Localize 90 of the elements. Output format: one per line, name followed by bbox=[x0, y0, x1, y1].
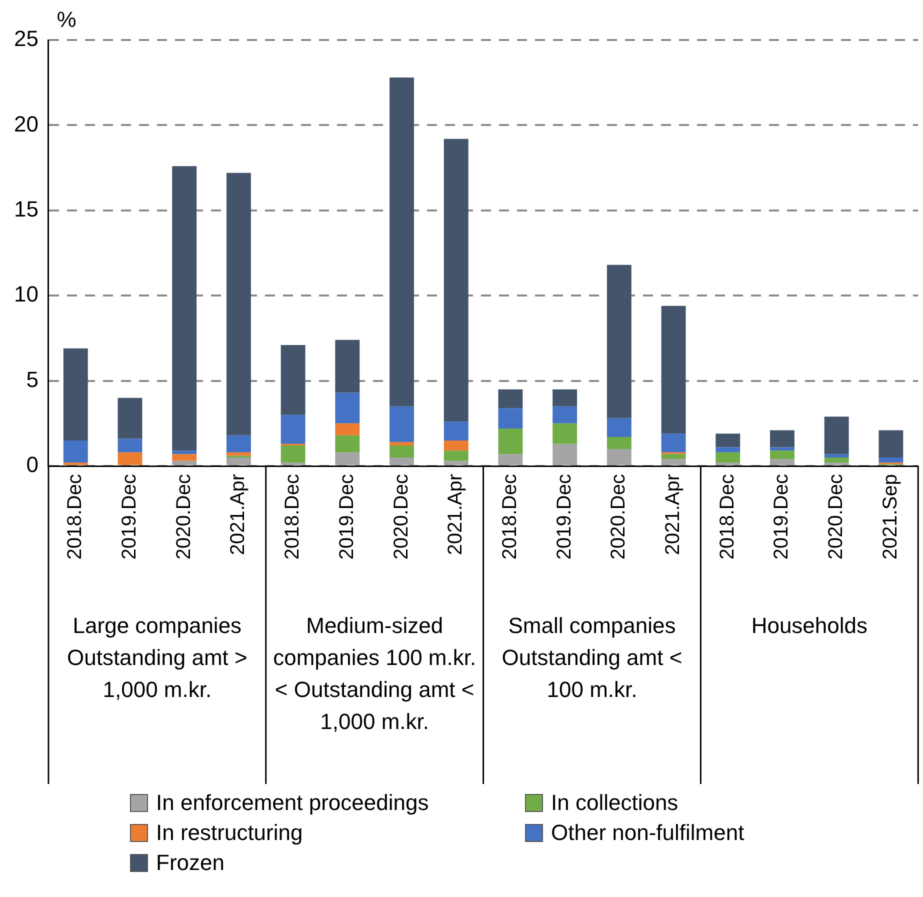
bar bbox=[661, 459, 686, 465]
x-tick-label: 2021.Apr bbox=[662, 474, 684, 556]
bar bbox=[280, 345, 306, 415]
bar bbox=[716, 434, 740, 448]
bar bbox=[444, 422, 468, 440]
x-tick-label: 2019.Dec bbox=[553, 474, 576, 560]
bar bbox=[335, 340, 360, 393]
x-tick-label: 2019.Dec bbox=[336, 474, 358, 560]
y-tick-label: 20 bbox=[14, 111, 38, 136]
bar bbox=[661, 306, 686, 434]
bar bbox=[606, 448, 632, 465]
x-tick-label: 2018.Dec bbox=[716, 474, 738, 560]
bar bbox=[770, 450, 794, 460]
y-tick-label: 15 bbox=[14, 196, 38, 222]
text: Households bbox=[751, 613, 868, 638]
legend-label: Frozen bbox=[156, 850, 224, 876]
legend-label: In collections bbox=[551, 790, 678, 816]
x-tick-label: 2020.Dec bbox=[825, 474, 848, 560]
text: Medium-sized companies 100 m.kr. < Outstanding amt < 1,000 m.kr. bbox=[273, 613, 476, 734]
bar bbox=[444, 138, 468, 422]
bar bbox=[716, 452, 740, 463]
bar bbox=[226, 457, 251, 465]
bar bbox=[824, 454, 849, 458]
bar bbox=[770, 459, 794, 465]
bar bbox=[878, 457, 904, 463]
bar bbox=[226, 452, 251, 456]
bar bbox=[172, 460, 197, 465]
x-tick-label: 2018.Dec bbox=[282, 474, 304, 560]
bar bbox=[335, 435, 360, 452]
bar bbox=[172, 166, 197, 451]
bar bbox=[498, 389, 523, 408]
bar bbox=[498, 454, 523, 465]
legend-label: In restructuring bbox=[156, 820, 303, 846]
bar bbox=[824, 457, 849, 463]
y-tick-label: 0 bbox=[26, 452, 38, 478]
x-tick-label: 2019.Dec bbox=[770, 474, 793, 560]
bar bbox=[552, 389, 578, 406]
bar bbox=[498, 428, 523, 454]
bar bbox=[498, 408, 523, 429]
bar bbox=[280, 446, 306, 463]
bar bbox=[118, 438, 142, 452]
bar bbox=[444, 450, 468, 461]
bar bbox=[716, 447, 740, 452]
bar bbox=[770, 430, 794, 448]
bar bbox=[878, 430, 904, 458]
x-tick-label: 2018.Dec bbox=[64, 474, 86, 560]
bar bbox=[280, 414, 306, 444]
x-tick-label: 2020.Dec bbox=[608, 474, 630, 560]
x-tick-label: 2018.Dec bbox=[498, 474, 521, 560]
bar bbox=[335, 452, 360, 465]
bar bbox=[63, 348, 88, 440]
bar bbox=[444, 440, 468, 451]
legend-label: In enforcement proceedings bbox=[156, 790, 429, 816]
bar bbox=[172, 454, 197, 461]
bar bbox=[226, 435, 251, 452]
bar bbox=[390, 442, 414, 446]
bar bbox=[661, 454, 686, 460]
bar bbox=[226, 172, 251, 436]
bar bbox=[390, 406, 414, 442]
bar bbox=[552, 406, 578, 424]
y-tick-label: 25 bbox=[14, 26, 38, 52]
legend-label: Other non-fulfilment bbox=[551, 820, 744, 846]
bar bbox=[335, 392, 360, 424]
bar bbox=[390, 446, 414, 458]
bar bbox=[606, 418, 632, 438]
bar bbox=[552, 444, 578, 465]
bar bbox=[118, 452, 142, 465]
y-axis-title: % bbox=[56, 7, 76, 32]
bar bbox=[444, 460, 468, 465]
bar bbox=[661, 434, 686, 452]
bar bbox=[824, 416, 849, 454]
bar bbox=[606, 264, 632, 418]
x-tick-label: 2019.Dec bbox=[118, 474, 141, 560]
y-tick-label: 5 bbox=[26, 366, 38, 392]
bar bbox=[552, 423, 578, 444]
bar bbox=[335, 423, 360, 436]
bar bbox=[63, 440, 88, 463]
bar bbox=[172, 450, 197, 454]
text: Small companies Outstanding amt < 100 m.kr. bbox=[502, 613, 682, 702]
x-tick-label: 2020.Dec bbox=[172, 474, 195, 560]
text: Large companies Outstanding amt > 1,000 m.kr. bbox=[66, 613, 248, 702]
x-tick-label: 2021.Apr bbox=[444, 474, 467, 556]
bar bbox=[390, 77, 414, 406]
x-tick-label: 2021.Sep bbox=[879, 474, 902, 560]
bar bbox=[118, 398, 142, 439]
x-tick-label: 2020.Dec bbox=[390, 474, 412, 560]
bar bbox=[390, 457, 414, 465]
x-tick-label: 2021.Apr bbox=[227, 474, 250, 556]
bar bbox=[606, 437, 632, 449]
y-tick-label: 10 bbox=[14, 282, 38, 307]
